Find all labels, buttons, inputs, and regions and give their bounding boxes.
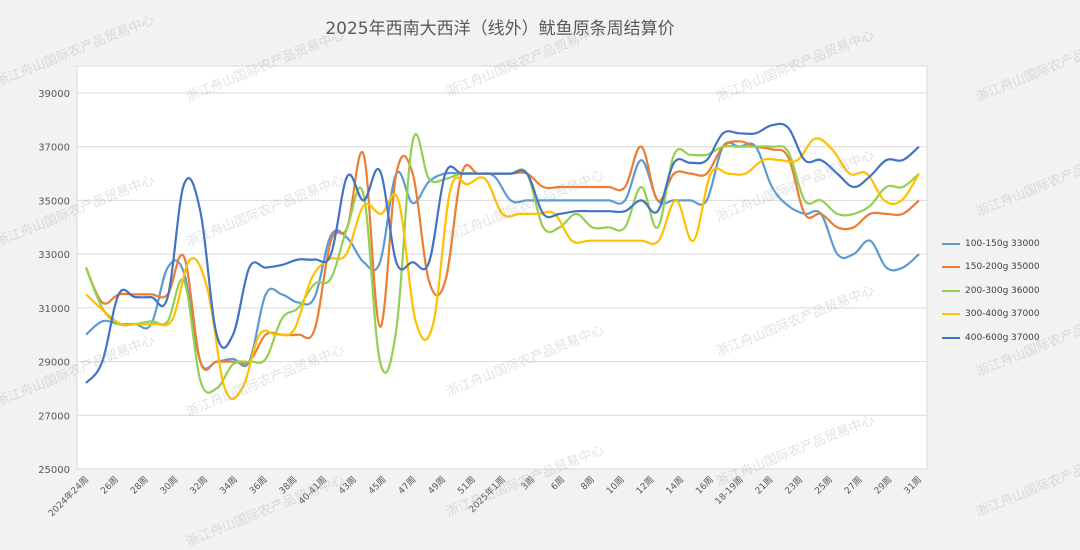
x-tick-label: 34周	[218, 474, 240, 496]
legend-swatch	[942, 242, 960, 245]
legend-value: 36000	[1011, 285, 1040, 296]
y-tick-label: 33000	[38, 250, 70, 261]
legend-item: 150-200g 35000	[942, 256, 1040, 280]
x-tick-label: 25周	[813, 474, 835, 496]
legend: 100-150g 33000 150-200g 35000 200-300g 36000 3…	[942, 232, 1040, 350]
legend-label: 150-200g	[965, 262, 1009, 273]
legend-item: 100-150g 33000	[942, 232, 1040, 256]
x-tick-label: 45周	[366, 474, 388, 496]
legend-label: 100-150g	[965, 238, 1009, 249]
x-tick-label: 30周	[158, 474, 180, 496]
y-tick-label: 29000	[38, 358, 70, 369]
legend-value: 33000	[1011, 238, 1040, 249]
grid-lines	[77, 92, 927, 416]
series-line-300-400g	[85, 137, 920, 400]
legend-item: 200-300g 36000	[942, 279, 1040, 303]
legend-swatch	[942, 289, 960, 292]
legend-label: 300-400g	[965, 309, 1009, 320]
x-tick-label: 27周	[842, 474, 864, 496]
series-lines	[84, 122, 920, 400]
x-tick-label: 43周	[337, 474, 359, 496]
y-tick-label: 35000	[38, 196, 70, 207]
x-tick-label: 36周	[247, 474, 269, 496]
y-axis-tick-labels: 25000 27000 29000 31000 33000 35000 37000 39000	[38, 89, 70, 476]
legend-value: 35000	[1011, 262, 1040, 273]
plot-area	[76, 65, 928, 470]
legend-item: 400-600g 37000	[942, 326, 1040, 350]
x-tick-label: 49周	[426, 474, 448, 496]
x-tick-label: 40-41周	[296, 474, 329, 507]
x-tick-label: 31周	[902, 474, 924, 496]
x-tick-label: 51周	[456, 474, 478, 496]
x-tick-label: 32周	[188, 474, 210, 496]
series-line-400-600g	[85, 122, 920, 384]
legend-label: 400-600g	[965, 332, 1009, 343]
y-tick-label: 31000	[38, 304, 70, 315]
legend-swatch	[942, 266, 960, 269]
legend-swatch	[942, 336, 960, 339]
x-tick-label: 10周	[604, 474, 626, 496]
x-tick-label: 2024年24周	[46, 474, 92, 520]
x-tick-label: 47周	[396, 474, 418, 496]
y-tick-label: 27000	[38, 411, 70, 422]
x-tick-label: 21周	[753, 474, 775, 496]
x-tick-label: 38周	[277, 474, 299, 496]
legend-value: 37000	[1011, 332, 1040, 343]
x-tick-label: 29周	[872, 474, 894, 496]
x-tick-label: 6周	[549, 474, 567, 492]
x-tick-label: 3周	[519, 474, 537, 492]
x-tick-label: 16周	[694, 474, 716, 496]
x-tick-label: 12周	[634, 474, 656, 496]
legend-value: 37000	[1011, 309, 1040, 320]
x-tick-label: 28周	[128, 474, 150, 496]
y-tick-label: 37000	[38, 143, 70, 154]
legend-label: 200-300g	[965, 285, 1009, 296]
legend-item: 300-400g 37000	[942, 303, 1040, 327]
x-tick-label: 8周	[579, 474, 597, 492]
x-tick-label: 18-19周	[713, 474, 746, 507]
y-tick-label: 25000	[38, 465, 70, 476]
chart-title: 2025年西南大西洋（线外）鱿鱼原条周结算价	[325, 19, 675, 39]
x-tick-label: 26周	[99, 474, 121, 496]
line-chart: 25000 27000 29000 31000 33000 35000 37000 39000…	[38, 65, 928, 520]
x-tick-label: 23周	[783, 474, 805, 496]
y-tick-label: 39000	[38, 89, 70, 100]
legend-swatch	[942, 313, 960, 316]
x-tick-label: 14周	[664, 474, 686, 496]
